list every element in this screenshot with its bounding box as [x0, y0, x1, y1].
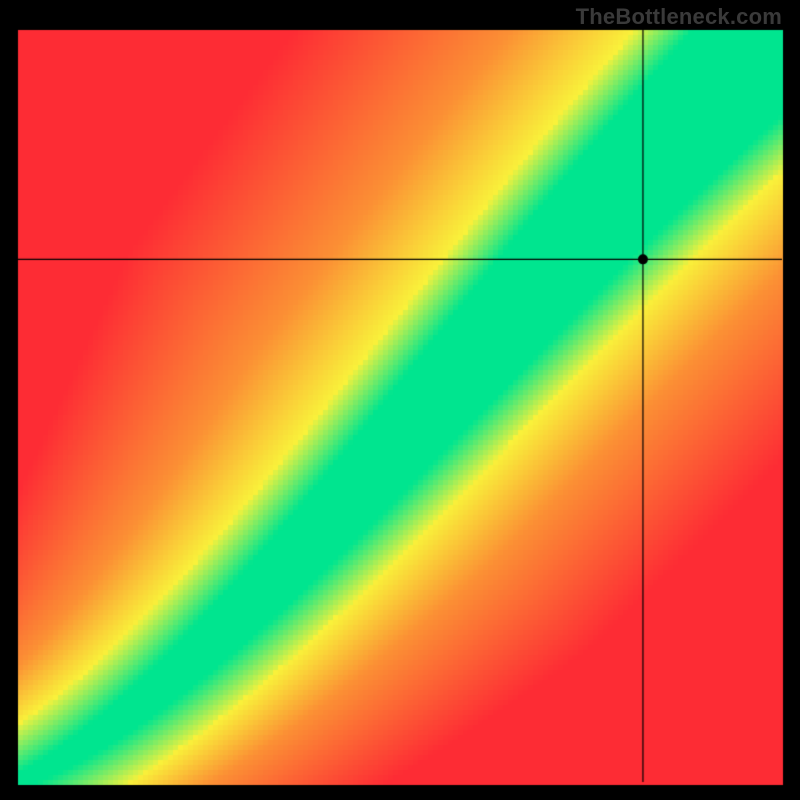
bottleneck-heatmap: [0, 0, 800, 800]
chart-container: TheBottleneck.com: [0, 0, 800, 800]
watermark-text: TheBottleneck.com: [576, 4, 782, 30]
